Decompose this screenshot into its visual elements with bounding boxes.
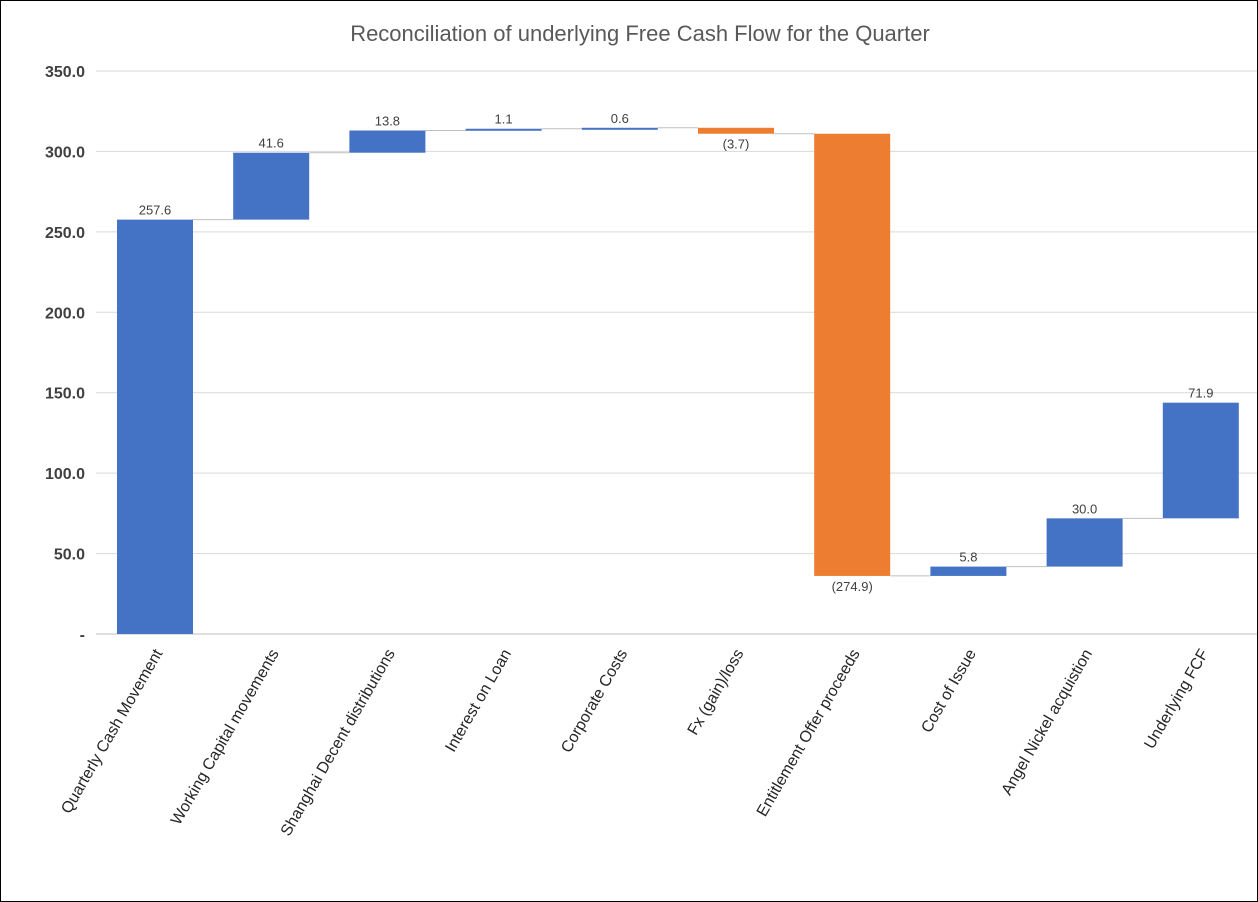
data-label: 1.1: [495, 112, 513, 127]
y-tick-label: 100.0: [45, 466, 85, 483]
bar-9: [1046, 518, 1123, 567]
bar-7: [814, 133, 891, 576]
y-tick-label: 50.0: [54, 547, 85, 564]
x-tick-label: Underlying FCF: [1142, 646, 1213, 752]
y-axis-ticks: - 50.0 100.0 150.0 200.0 250.0 300.0 350.0: [45, 64, 85, 644]
bar-10: [1162, 402, 1239, 519]
bar-8: [930, 566, 1007, 576]
bar-2: [233, 152, 310, 220]
connector-lines: [193, 127, 1163, 577]
data-label: 41.6: [259, 136, 284, 151]
x-tick-label: Corporate Costs: [558, 647, 631, 756]
bar-6: [698, 127, 774, 134]
bar-3: [349, 130, 426, 153]
y-tick-label: 350.0: [45, 64, 85, 81]
data-label: 5.8: [959, 550, 977, 565]
bars: [117, 127, 1239, 634]
data-label: 13.8: [375, 114, 400, 129]
y-tick-label: 250.0: [45, 225, 85, 242]
bar-1: [117, 219, 193, 634]
y-tick-label: 150.0: [45, 386, 85, 403]
data-label: 257.6: [139, 203, 172, 218]
y-tick-label: 300.0: [45, 144, 85, 161]
x-tick-label: Shanghai Decent distributions: [278, 647, 399, 840]
x-tick-label: Entitlement Offer proceeds: [754, 646, 864, 819]
y-tick-label: 200.0: [45, 305, 85, 322]
data-label: 71.9: [1188, 386, 1213, 401]
x-tick-label: Interest on Loan: [443, 647, 516, 756]
x-axis-ticks: Quarterly Cash Movement Working Capital m…: [58, 646, 1212, 839]
x-tick-label: Quarterly Cash Movement: [58, 646, 166, 817]
data-label: (3.7): [723, 137, 750, 152]
data-label: (274.9): [832, 579, 873, 594]
data-label: 30.0: [1072, 501, 1097, 516]
x-tick-label: Fx (gain)/loss: [685, 647, 748, 739]
x-tick-label: Angel Nickel acquistion: [999, 647, 1096, 799]
gridlines: [96, 70, 1257, 635]
bar-4: [465, 128, 542, 131]
data-labels: 257.6 41.6 13.8 1.1 0.6 (3.7) (274.9) 5.8 30.0 71…: [139, 111, 1214, 594]
y-tick-label: -: [80, 627, 85, 644]
data-label: 0.6: [611, 111, 629, 126]
x-tick-label: Cost of Issue: [918, 646, 979, 735]
bar-5: [581, 127, 658, 130]
x-tick-label: Working Capital movements: [168, 647, 283, 829]
chart-title: Reconciliation of underlying Free Cash F…: [350, 21, 930, 46]
